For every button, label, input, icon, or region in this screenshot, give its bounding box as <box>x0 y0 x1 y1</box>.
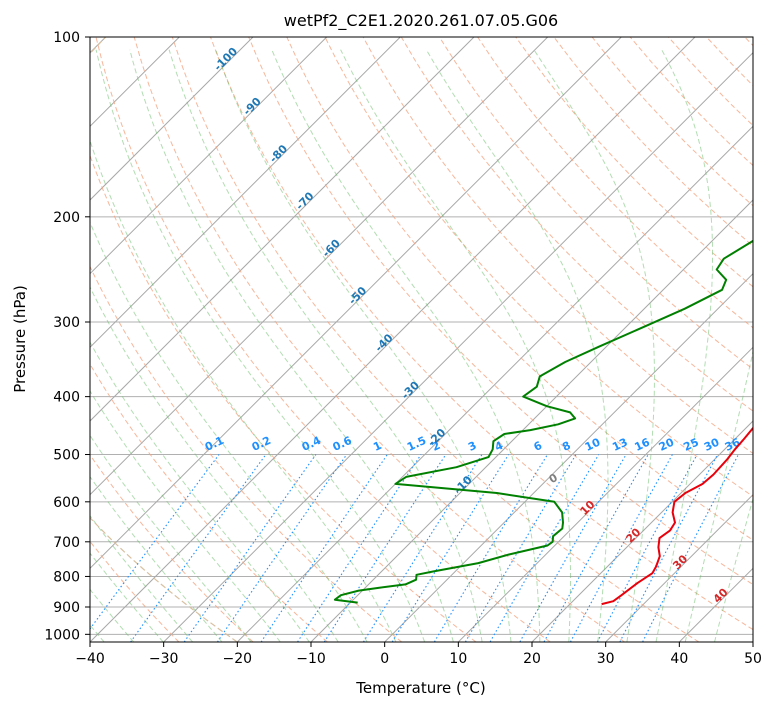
y-tick-label: 900 <box>53 600 80 616</box>
mixing-ratio-line <box>569 454 673 642</box>
moist-adiabat-line <box>340 49 571 642</box>
dry-adiabat-line <box>90 453 254 642</box>
isotherm-line <box>90 37 622 570</box>
x-tick-label: 10 <box>449 651 467 667</box>
isotherm-line <box>752 641 753 642</box>
mixing-ratio-line <box>260 454 388 642</box>
y-axis-title: Pressure (hPa) <box>11 285 29 393</box>
moist-adiabat-line <box>714 497 753 642</box>
mixing-ratio-label: 10 <box>583 435 603 453</box>
dry-adiabat-line <box>248 37 753 586</box>
moist-adiabat-line <box>684 349 753 642</box>
isotherm-line <box>236 125 753 642</box>
moist-adiabat-line <box>90 341 310 642</box>
y-axis: 100 200 300 400 500 600 700 800 900 1000 <box>44 30 90 643</box>
moist-adiabat-line <box>95 49 426 642</box>
mixing-ratio-line <box>183 454 317 642</box>
moist-adiabat-line <box>215 49 512 642</box>
y-tick-label: 1000 <box>44 627 80 643</box>
x-tick-label: −40 <box>75 651 105 667</box>
dry-adiabat-line <box>400 37 753 412</box>
isotherm-line <box>531 420 753 642</box>
y-tick-label: 500 <box>53 448 80 464</box>
x-axis: −40 −30 −20 −10 0 10 20 30 40 50 <box>75 642 762 667</box>
mixing-ratio-line <box>90 454 220 630</box>
x-axis-title: Temperature (°C) <box>355 679 485 697</box>
y-tick-label: 300 <box>53 315 80 331</box>
dry-adiabat-line <box>90 540 180 642</box>
dry-adiabat-line <box>133 37 625 642</box>
dry-adiabat-line <box>90 363 328 642</box>
mixing-ratio-line <box>297 454 422 642</box>
x-tick-label: 50 <box>744 651 762 667</box>
dry-adiabat-line <box>210 37 753 631</box>
y-tick-label: 400 <box>53 390 80 406</box>
moist-adiabat-line <box>271 49 541 642</box>
y-tick-label: 100 <box>53 30 80 46</box>
dry-adiabat-line <box>438 37 753 370</box>
y-tick-label: 600 <box>53 495 80 511</box>
x-tick-label: 20 <box>523 651 541 667</box>
plot-frame <box>89 36 754 643</box>
background-lines <box>90 37 753 642</box>
moist-adiabat-line <box>129 49 454 642</box>
y-tick-label: 200 <box>53 210 80 226</box>
y-tick-label: 700 <box>53 535 80 551</box>
x-tick-label: −20 <box>223 651 253 667</box>
dry-adiabat-line <box>95 37 551 642</box>
moist-adiabat-line <box>90 138 397 642</box>
mixing-ratio-line <box>130 454 267 642</box>
dry-adiabat-line <box>90 265 403 642</box>
mixing-ratio-label: 25 <box>681 436 700 454</box>
y-tick-label: 800 <box>53 569 80 585</box>
moist-adiabat-line <box>425 49 609 642</box>
isotherm-line <box>90 37 696 642</box>
isotherm-line <box>605 493 753 642</box>
mixing-ratio-label: 16 <box>632 435 652 453</box>
x-tick-label: −10 <box>296 651 326 667</box>
mixing-ratio-line <box>519 454 627 642</box>
mixing-ratio-label: 30 <box>702 435 722 453</box>
moist-adiabat-line <box>655 49 713 642</box>
dry-adiabat-line <box>286 37 753 541</box>
isotherm-line <box>90 37 475 422</box>
mixing-ratio-line <box>489 454 600 642</box>
mixing-ratio-label: 20 <box>657 435 677 453</box>
x-tick-label: 40 <box>670 651 688 667</box>
chart-title: wetPf2_C2E1.2020.261.07.05.G06 <box>284 11 558 31</box>
mixing-ratio-line <box>216 454 348 642</box>
moist-adiabat-line <box>90 286 339 642</box>
isotherm-line <box>384 272 753 642</box>
dry-adiabat-line <box>324 37 753 498</box>
dry-adiabat-line <box>362 37 753 455</box>
x-tick-label: −30 <box>149 651 179 667</box>
dry-adiabat-line <box>90 153 477 642</box>
mixing-ratio-line <box>323 454 447 642</box>
isotherm-line <box>90 37 328 275</box>
isotherm-line <box>90 37 254 201</box>
mixing-ratio-line <box>464 454 577 642</box>
series-layer <box>333 239 753 606</box>
dewpoint-profile <box>333 239 753 604</box>
isotherm-line <box>90 37 401 349</box>
moist-adiabat-line <box>533 49 656 642</box>
isotherm-line <box>90 37 549 496</box>
x-tick-label: 0 <box>380 651 389 667</box>
grid-layer <box>90 37 753 642</box>
mixing-ratio-line <box>596 454 698 642</box>
isotherm-line <box>457 346 753 642</box>
dry-adiabat-line <box>171 37 700 642</box>
temperature-profile <box>601 426 753 606</box>
mixing-ratio-label: 13 <box>610 436 629 454</box>
dry-adiabat-line <box>515 37 753 288</box>
x-tick-label: 30 <box>597 651 615 667</box>
mixing-ratio-label: 36 <box>723 435 743 453</box>
